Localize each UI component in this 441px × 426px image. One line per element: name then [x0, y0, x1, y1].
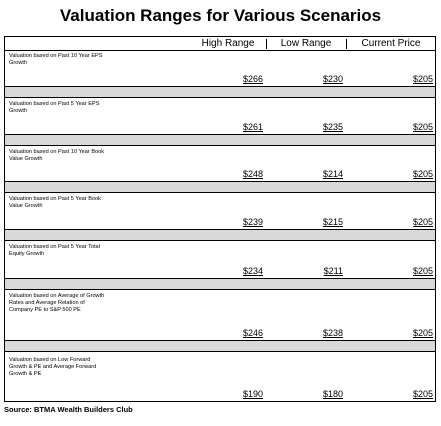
table-row: Valuation based on Past 10 Year Book Valu…	[5, 147, 435, 181]
column-header-low-range: Low Range	[280, 38, 332, 49]
current-price-value: $205	[412, 389, 433, 399]
scenario-label-line: Value Growth	[9, 203, 43, 209]
scenario-label-line: Growth	[9, 60, 28, 66]
high-range-value: $248	[242, 169, 263, 179]
scenario-label-line: Equity Growth	[9, 251, 45, 257]
high-range-value: $234	[242, 266, 263, 276]
scenario-label-line: Valuation based on Past 10 Year Book	[9, 149, 105, 155]
scenario-label-line: Valuation based on Past 5 Year Total	[9, 244, 100, 250]
scenario-label-line: Value Growth	[9, 156, 43, 162]
scenario-label-line: Valuation based on Past 5 Year Book	[9, 196, 101, 202]
low-range-value: $215	[322, 217, 343, 227]
header-rule	[5, 50, 435, 51]
scenario-label-line: Company PE to S&P 500 PE	[9, 307, 81, 313]
current-price-value: $205	[412, 217, 433, 227]
high-range-value: $261	[242, 122, 263, 132]
scenario-label: Valuation based on Past 10 Year Book Valu…	[9, 149, 189, 163]
scenario-label-line: Valuation based on Average of Growth	[9, 293, 105, 299]
column-header-current-price: Current Price	[361, 38, 421, 49]
row-separator	[5, 340, 435, 352]
scenario-label: Valuation based on Average of Growth Rate…	[9, 293, 189, 314]
scenario-label: Valuation based on Low Forward Growth & P…	[9, 357, 189, 378]
table-row: Valuation based on Past 5 Year Book Value…	[5, 194, 435, 229]
table-row: Valuation based on Past 5 Year EPS Growth…	[5, 99, 435, 134]
high-range-value: $246	[242, 328, 263, 338]
source-note: Source: BTMA Wealth Builders Club	[4, 405, 133, 414]
row-separator	[5, 86, 435, 98]
high-range-value: $239	[242, 217, 263, 227]
header-divider	[346, 39, 347, 49]
low-range-value: $238	[322, 328, 343, 338]
row-separator	[5, 134, 435, 146]
table-row: Valuation based on Average of Growth Rate…	[5, 291, 435, 340]
current-price-value: $205	[412, 122, 433, 132]
scenario-label-line: Growth	[9, 108, 28, 114]
row-separator	[5, 278, 435, 290]
page-title: Valuation Ranges for Various Scenarios	[59, 6, 382, 25]
table-row: Valuation based on Low Forward Growth & P…	[5, 355, 435, 401]
current-price-value: $205	[412, 266, 433, 276]
valuation-table: High Range Low Range Current Price Valua…	[4, 36, 436, 402]
current-price-value: $205	[412, 328, 433, 338]
scenario-label: Valuation based on Past 5 Year Book Value…	[9, 196, 189, 210]
low-range-value: $214	[322, 169, 343, 179]
scenario-label-line: Growth & PE	[9, 371, 42, 377]
low-range-value: $211	[323, 266, 343, 276]
current-price-value: $205	[412, 74, 433, 84]
scenario-label: Valuation based on Past 10 Year EPS Growt…	[9, 53, 189, 67]
scenario-label: Valuation based on Past 5 Year EPS Growth	[9, 101, 189, 115]
low-range-value: $180	[322, 389, 343, 399]
current-price-value: $205	[412, 169, 433, 179]
row-separator	[5, 229, 435, 241]
scenario-label: Valuation based on Past 5 Year Total Equi…	[9, 244, 189, 258]
table-row: Valuation based on Past 10 Year EPS Growt…	[5, 51, 435, 86]
column-header-high-range: High Range	[201, 38, 255, 49]
low-range-value: $230	[322, 74, 343, 84]
scenario-label-line: Valuation based on Low Forward	[9, 357, 91, 363]
row-separator	[5, 181, 435, 193]
header-divider	[266, 39, 267, 49]
high-range-value: $266	[242, 74, 263, 84]
scenario-label-line: Valuation based on Past 10 Year EPS	[9, 53, 103, 59]
table-row: Valuation based on Past 5 Year Total Equi…	[5, 242, 435, 278]
low-range-value: $235	[322, 122, 343, 132]
scenario-label-line: Valuation based on Past 5 Year EPS	[9, 101, 100, 107]
scenario-label-line: Rates and Average Relation of	[9, 300, 85, 306]
high-range-value: $190	[242, 389, 263, 399]
scenario-label-line: Growth & PE and Average Forward	[9, 364, 97, 370]
